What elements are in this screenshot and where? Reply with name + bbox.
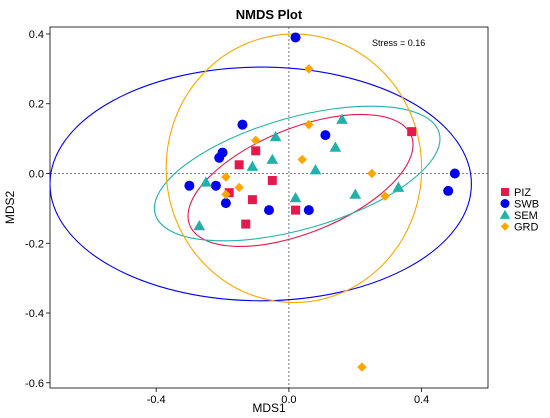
point-grd — [221, 189, 231, 200]
point-piz — [247, 195, 257, 205]
legend-item-piz: PIZ — [501, 187, 531, 199]
legend-label: GRD — [514, 222, 539, 234]
legend-item-grd: GRD — [500, 222, 539, 234]
point-grd — [380, 191, 390, 201]
legend-label: SWB — [514, 199, 539, 211]
legend-marker-piz — [501, 188, 509, 196]
legend-label: SEM — [514, 210, 538, 222]
point-piz — [291, 205, 301, 215]
point-sem — [193, 219, 206, 231]
y-tick-label: 0.4 — [29, 29, 44, 41]
x-tick-label: 0.4 — [414, 394, 429, 406]
point-grd — [357, 362, 367, 372]
point-sem — [266, 153, 279, 164]
point-grd — [251, 135, 261, 146]
y-axis-title: MDS2 — [3, 191, 17, 225]
y-tick-label: -0.4 — [25, 308, 44, 320]
point-swb — [264, 205, 274, 216]
point-swb — [210, 180, 221, 191]
point-piz — [234, 160, 244, 170]
point-sem — [392, 181, 405, 192]
x-tick-label: -0.4 — [147, 394, 166, 406]
x-tick-label: 0.0 — [281, 394, 296, 406]
legend-item-sem: SEM — [499, 209, 538, 222]
y-tick-label: 0.2 — [29, 99, 44, 111]
chart-title: NMDS Plot — [236, 7, 303, 22]
point-piz — [407, 127, 417, 137]
point-swb — [320, 130, 331, 141]
series-sem — [193, 113, 405, 231]
point-grd — [234, 182, 244, 193]
point-sem — [336, 113, 348, 124]
series-grd — [221, 64, 390, 372]
point-sem — [269, 131, 282, 142]
point-swb — [214, 152, 225, 163]
ellipse-grd — [165, 33, 423, 304]
ellipse-swb — [50, 66, 472, 302]
legend-marker-grd — [500, 222, 510, 231]
point-sem — [289, 192, 302, 203]
point-swb — [303, 205, 314, 216]
point-piz — [267, 175, 277, 185]
point-piz — [224, 188, 234, 198]
point-swb — [237, 119, 248, 130]
point-sem — [329, 141, 342, 152]
x-axis: -0.4 0.0 0.4 — [147, 388, 429, 406]
point-sem — [349, 188, 362, 199]
confidence-ellipses — [50, 33, 472, 304]
point-grd — [304, 64, 314, 74]
y-axis: -0.6 -0.4 -0.2 0.0 0.2 0.4 — [25, 29, 50, 390]
point-sem — [309, 164, 322, 175]
point-grd — [304, 119, 314, 130]
legend-label: PIZ — [514, 187, 531, 199]
point-swb — [443, 185, 454, 196]
point-sem — [246, 160, 259, 171]
y-tick-label: -0.2 — [25, 238, 44, 250]
legend-item-swb: SWB — [500, 199, 539, 211]
ellipse-sem — [153, 105, 441, 242]
point-swb — [449, 168, 460, 179]
y-tick-label: 0.0 — [29, 168, 44, 180]
point-swb — [220, 198, 231, 209]
point-swb — [290, 32, 301, 43]
legend-marker-swb — [500, 199, 510, 208]
data-points — [184, 32, 460, 372]
series-swb — [184, 32, 460, 216]
plot-frame — [49, 26, 489, 389]
point-swb — [184, 180, 195, 191]
point-piz — [251, 146, 261, 156]
point-sem — [200, 176, 212, 187]
zero-lines — [50, 27, 488, 388]
point-grd — [297, 154, 307, 165]
point-grd — [367, 168, 377, 179]
series-piz — [224, 127, 417, 229]
legend-marker-sem — [499, 209, 511, 219]
x-axis-title: MDS1 — [252, 401, 286, 415]
stress-annotation: Stress = 0.16 — [372, 38, 425, 48]
point-piz — [241, 219, 251, 229]
y-tick-label: -0.6 — [25, 378, 44, 390]
point-grd — [221, 172, 231, 182]
